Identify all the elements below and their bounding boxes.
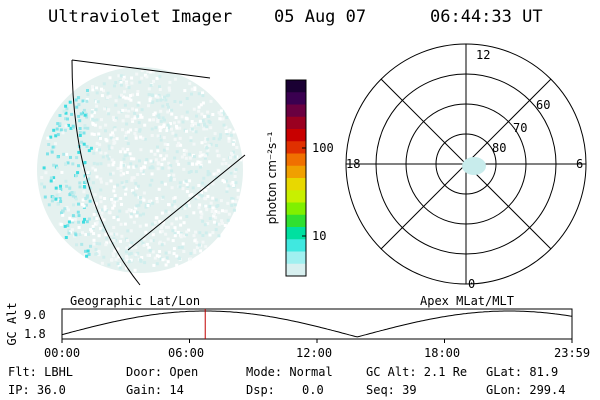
ip-info: IP: 36.0 bbox=[8, 383, 66, 397]
mlt-label-0: 0 bbox=[468, 277, 476, 291]
y-tick-min: 1.8 bbox=[24, 327, 46, 341]
colorbar-band bbox=[286, 251, 306, 265]
x-tick-1800: 18:00 bbox=[424, 346, 461, 360]
colorbar-unit-label: photon cm⁻²s⁻¹ bbox=[265, 131, 279, 225]
colorbar-band bbox=[286, 153, 306, 167]
lat-label-80: 80 bbox=[492, 141, 507, 155]
colorbar-band bbox=[286, 104, 306, 118]
x-tick-1200: 12:00 bbox=[296, 346, 333, 360]
gc-alt-axis-title: GC Alt bbox=[5, 302, 19, 346]
mode-info: Mode: Normal bbox=[246, 365, 333, 379]
geographic-latlon-label: Geographic Lat/Lon bbox=[70, 294, 201, 308]
glon-info: GLon: 299.4 bbox=[486, 383, 566, 397]
mlt-label-18: 18 bbox=[346, 157, 361, 171]
colorbar-band bbox=[286, 165, 306, 179]
door-info: Door: Open bbox=[126, 365, 199, 379]
seq-info: Seq: 39 bbox=[366, 383, 417, 397]
colorbar-tick-100: 100 bbox=[312, 141, 334, 155]
colorbar-band bbox=[286, 92, 306, 105]
y-tick-max: 9.0 bbox=[24, 308, 46, 322]
colorbar-band bbox=[286, 239, 306, 252]
apex-mlat-mlt-label: Apex MLat/MLT bbox=[420, 294, 514, 308]
colorbar-band bbox=[286, 141, 306, 154]
gc-alt-info: GC Alt: 2.1 Re bbox=[366, 365, 468, 379]
lat-label-70: 70 bbox=[513, 121, 528, 135]
mlt-label-6: 6 bbox=[576, 157, 584, 171]
colorbar-tick-10: 10 bbox=[312, 229, 327, 243]
colorbar-band bbox=[286, 190, 306, 203]
x-tick-0600: 06:00 bbox=[168, 346, 205, 360]
colorbar-band bbox=[286, 129, 306, 142]
auroral-image bbox=[37, 59, 246, 286]
lat-label-60: 60 bbox=[536, 98, 551, 112]
glat-info: GLat: 81.9 bbox=[486, 365, 559, 379]
filter-info: Flt: LBHL bbox=[8, 365, 74, 379]
date-label: 05 Aug 07 bbox=[274, 7, 367, 27]
colorbar-band bbox=[286, 263, 306, 277]
time-label: 06:44:33 UT bbox=[430, 7, 543, 27]
colorbar-band bbox=[286, 116, 306, 130]
x-tick-2359: 23:59 bbox=[554, 346, 591, 360]
aurora-patch bbox=[462, 157, 486, 175]
x-tick-0000: 00:00 bbox=[44, 346, 81, 360]
colorbar-band bbox=[286, 202, 306, 216]
dsp-value: 0.0 bbox=[302, 383, 324, 397]
instrument-title: Ultraviolet Imager bbox=[48, 7, 233, 27]
mlt-label-12: 12 bbox=[476, 48, 491, 62]
colorbar-band bbox=[286, 227, 306, 240]
colorbar-band bbox=[286, 178, 306, 191]
colorbar-band bbox=[286, 80, 306, 93]
gain-info: Gain: 14 bbox=[126, 383, 184, 397]
color-bar bbox=[286, 80, 306, 277]
timeline-plot bbox=[61, 308, 573, 343]
colorbar-band bbox=[286, 214, 306, 228]
dsp-label: Dsp: bbox=[246, 383, 275, 397]
